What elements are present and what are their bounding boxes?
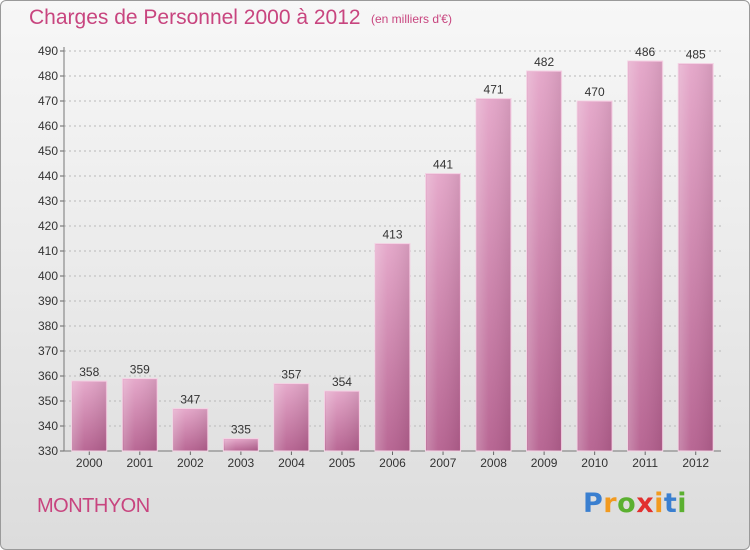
y-tick-label: 400	[38, 269, 58, 283]
y-tick-label: 390	[38, 294, 58, 308]
chart-subtitle: (en milliers d'€)	[371, 12, 452, 26]
value-label: 471	[484, 83, 504, 97]
bar-shine	[274, 384, 308, 451]
logo-letter: t	[663, 488, 678, 519]
y-tick-label: 460	[38, 119, 58, 133]
value-label: 441	[433, 158, 453, 172]
y-tick-label: 380	[38, 319, 58, 333]
value-label: 413	[382, 228, 402, 242]
x-tick-label: 2012	[682, 456, 709, 470]
town-name: MONTHYON	[37, 495, 150, 517]
x-tick-label: 2009	[531, 456, 558, 470]
y-tick-label: 360	[38, 369, 58, 383]
value-label: 482	[534, 55, 554, 69]
value-label: 358	[79, 365, 99, 379]
bar-shine	[376, 244, 409, 451]
bar-shine	[578, 102, 612, 451]
bar-shine	[527, 72, 561, 451]
x-tick-label: 2008	[480, 456, 507, 470]
x-tick-label: 2001	[126, 456, 153, 470]
value-label: 347	[180, 393, 200, 407]
logo-letter: i	[677, 488, 688, 519]
logo-letter: P	[583, 488, 604, 519]
x-tick-label: 2011	[632, 456, 658, 470]
bar-shine	[477, 99, 511, 451]
bar-shine	[426, 174, 460, 451]
y-tick-label: 340	[38, 419, 58, 433]
x-tick-label: 2010	[581, 456, 608, 470]
y-tick-label: 480	[38, 69, 58, 83]
bar-shine	[679, 64, 713, 451]
x-tick-label: 2000	[76, 456, 103, 470]
y-tick-label: 440	[38, 169, 58, 183]
x-tick-label: 2002	[177, 456, 204, 470]
x-tick-label: 2006	[379, 456, 406, 470]
y-tick-label: 470	[38, 94, 58, 108]
x-tick-label: 2004	[278, 456, 305, 470]
x-tick-label: 2003	[228, 456, 255, 470]
bar-shine	[224, 439, 258, 451]
value-label: 485	[686, 48, 706, 62]
proxiti-logo: Proxiti	[583, 488, 687, 519]
logo-letter: i	[654, 488, 664, 519]
value-label: 335	[231, 423, 251, 437]
y-tick-label: 370	[38, 344, 58, 358]
logo-letter: o	[617, 488, 637, 519]
y-tick-label: 330	[38, 444, 58, 458]
value-label: 354	[332, 375, 352, 389]
value-label: 470	[585, 85, 605, 99]
y-tick-label: 430	[38, 194, 58, 208]
x-tick-label: 2005	[329, 456, 356, 470]
value-label: 357	[281, 368, 301, 382]
logo-letter: r	[603, 488, 618, 519]
bar-shine	[173, 409, 207, 451]
y-tick-label: 490	[38, 44, 58, 58]
bar-shine	[325, 392, 359, 451]
chart-title: Charges de Personnel 2000 à 2012	[29, 6, 361, 29]
value-label: 359	[130, 363, 150, 377]
bar-shine	[628, 62, 662, 451]
y-tick-label: 350	[38, 394, 58, 408]
y-tick-label: 410	[38, 244, 58, 258]
value-label: 486	[635, 45, 655, 59]
y-tick-label: 450	[38, 144, 58, 158]
logo-letter: x	[636, 488, 655, 519]
y-tick-label: 420	[38, 219, 58, 233]
bar-shine	[123, 379, 157, 451]
x-tick-label: 2007	[430, 456, 457, 470]
bar-shine	[72, 382, 106, 451]
